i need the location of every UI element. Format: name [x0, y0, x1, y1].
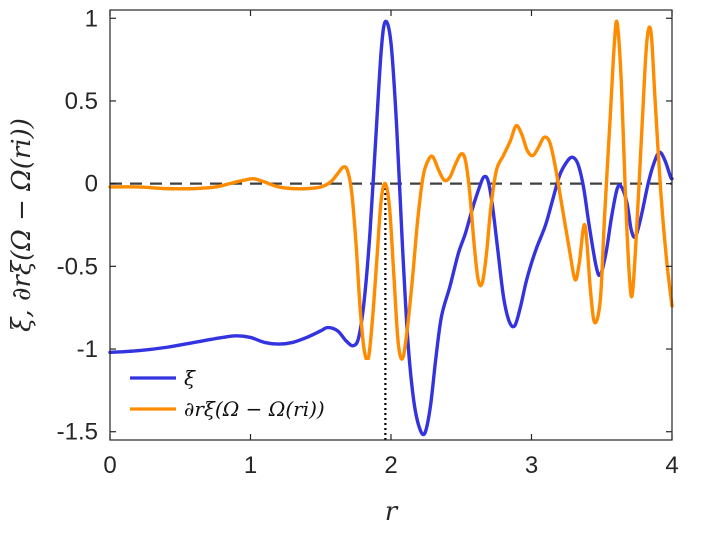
x-tick-label: 3 — [525, 452, 538, 479]
series-layer — [108, 19, 674, 437]
reference-lines — [110, 182, 672, 440]
x-axis-label: r — [385, 497, 399, 527]
legend-box — [122, 360, 372, 428]
series-line-dr-xi — [108, 19, 674, 362]
y-tick-label: -1 — [77, 336, 98, 363]
x-tick-label: 4 — [665, 452, 678, 479]
legend: ξ ∂rξ(Ω − Ω(ri)) — [122, 360, 372, 428]
y-tick-label: -1.5 — [57, 419, 98, 446]
y-axis-label: ξ, ∂rξ(Ω − Ω(ri)) — [7, 118, 37, 332]
y-tick-label: 0 — [85, 171, 98, 198]
y-tick-label: 1 — [85, 5, 98, 32]
x-tick-label: 0 — [103, 452, 116, 479]
x-tick-label: 2 — [384, 452, 397, 479]
legend-label-xi: ξ — [184, 366, 196, 390]
y-tick-label: -0.5 — [57, 253, 98, 280]
y-tick-label: 0.5 — [65, 88, 98, 115]
x-tick-label: 1 — [244, 452, 257, 479]
ticks-layer: 0 1 2 3 4 1 0.5 0 -0.5 -1 -1.5 — [57, 5, 679, 479]
legend-label-dr-xi: ∂rξ(Ω − Ω(ri)) — [184, 397, 325, 421]
